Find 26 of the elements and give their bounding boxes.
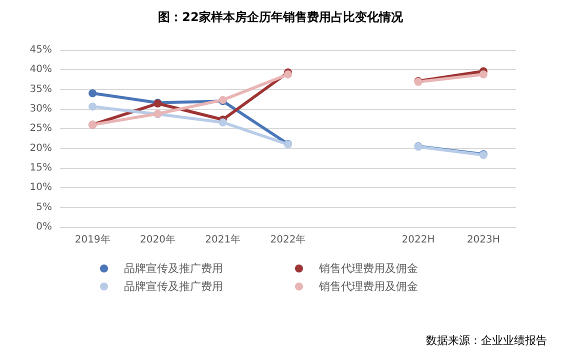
chart-title: 图：22家样本房企历年销售费用占比变化情况 <box>158 10 404 24</box>
source-note: 数据来源：企业业绩报告 <box>426 334 547 347</box>
legend-label: 品牌宣传及推广费用 <box>124 262 223 275</box>
point <box>218 118 227 126</box>
y-tick-label: 35% <box>30 84 52 95</box>
x-tick-label: 2023H <box>466 234 500 246</box>
y-tick-label: 10% <box>30 182 52 194</box>
y-tick-label: 40% <box>30 64 52 76</box>
y-tick-label: 5% <box>36 202 52 213</box>
legend-label: 品牌宣传及推广费用 <box>124 280 223 293</box>
x-tick-label: 2022H <box>402 234 435 246</box>
y-tick-label: 15% <box>30 162 52 174</box>
legend-label: 销售代理费用及佣金 <box>318 280 418 293</box>
x-tick-label: 2021年 <box>205 234 241 246</box>
point <box>479 70 488 78</box>
y-tick-label: 0% <box>36 222 52 232</box>
x-tick-label: 2022年 <box>270 234 306 246</box>
y-tick-label: 45% <box>30 44 52 56</box>
x-tick-label: 2020年 <box>140 234 176 246</box>
y-tick-label: 30% <box>30 104 52 114</box>
y-tick-label: 25% <box>30 123 52 134</box>
y-tick-label: 20% <box>30 142 52 154</box>
legend-label: 销售代理费用及佣金 <box>318 262 418 275</box>
x-tick-label: 2019年 <box>74 234 110 246</box>
point <box>88 89 97 98</box>
point <box>88 102 97 111</box>
